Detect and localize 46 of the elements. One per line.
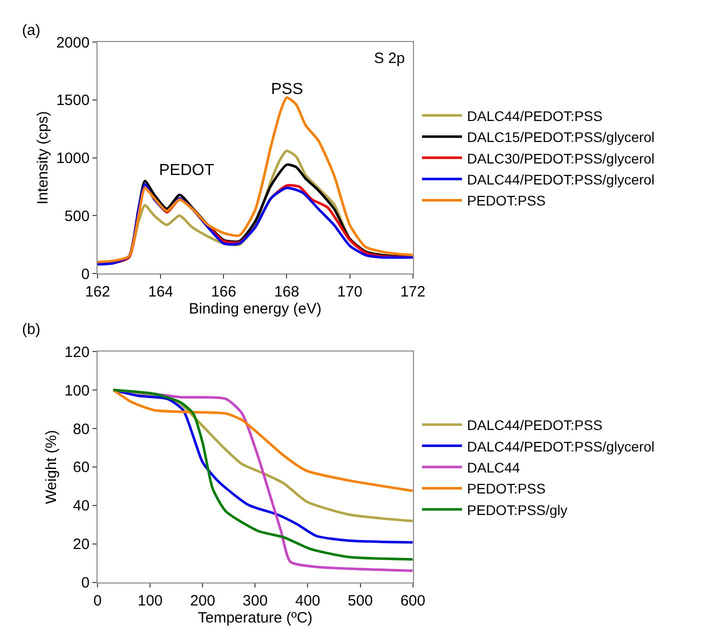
- legend-label: DALC44/PEDOT:PSS: [467, 108, 602, 124]
- y-axis-title: Weight (%): [42, 430, 60, 504]
- x-tick-label: 168: [274, 284, 300, 301]
- legend-label: PEDOT:PSS/gly: [467, 502, 568, 518]
- legend-label: DALC44/PEDOT:PSS/glycerol: [467, 438, 655, 454]
- y-tick-label: 20: [72, 536, 90, 554]
- x-tick-label: 162: [85, 284, 110, 301]
- annotation: PSS: [271, 81, 304, 98]
- x-tick-label: 400: [295, 592, 320, 610]
- y-axis-title: Intensity (cps): [34, 111, 52, 204]
- y-tick-label: 40: [72, 498, 90, 515]
- x-axis-title: Binding energy (eV): [188, 300, 322, 318]
- annotation: S 2p: [374, 50, 405, 67]
- x-tick-label: 172: [400, 284, 426, 301]
- y-tick-label: 1000: [56, 150, 90, 168]
- legend-label: PEDOT:PSS: [467, 192, 546, 209]
- line-series: [98, 96, 413, 264]
- y-tick-label: 0: [81, 266, 90, 283]
- y-tick-label: 500: [64, 208, 90, 225]
- x-axis-title: Temperature (ºC): [198, 609, 313, 626]
- x-tick-label: 100: [138, 592, 163, 610]
- legend-label: DALC30/PEDOT:PSS/glycerol: [467, 150, 655, 166]
- x-tick-label: 500: [348, 592, 373, 610]
- y-tick-label: 120: [64, 344, 90, 361]
- x-tick-label: 164: [148, 284, 174, 301]
- annotation: PEDOT: [159, 162, 214, 179]
- legend-label: DALC44/PEDOT:PSS: [467, 417, 602, 434]
- x-tick-label: 300: [242, 592, 268, 610]
- x-tick-label: 600: [400, 592, 426, 610]
- x-tick-label: 170: [337, 284, 362, 301]
- y-tick-label: 60: [72, 459, 90, 476]
- legend-label: PEDOT:PSS: [467, 480, 546, 497]
- x-tick-label: 166: [211, 284, 236, 301]
- y-tick-label: 80: [72, 420, 90, 438]
- legend-label: DALC44/PEDOT:PSS/glycerol: [467, 171, 655, 188]
- text: (b): [22, 321, 40, 338]
- y-tick-label: 100: [64, 382, 90, 400]
- y-tick-label: 0: [81, 574, 90, 592]
- legend-label: DALC15/PEDOT:PSS/glycerol: [467, 129, 655, 146]
- text: (a): [22, 22, 40, 39]
- x-tick-label: 200: [190, 592, 216, 610]
- y-tick-label: 1500: [56, 92, 90, 110]
- y-tick-label: 2000: [56, 34, 90, 52]
- x-tick-label: 0: [93, 592, 102, 610]
- line-series: [112, 388, 413, 492]
- legend-label: DALC44: [467, 459, 520, 476]
